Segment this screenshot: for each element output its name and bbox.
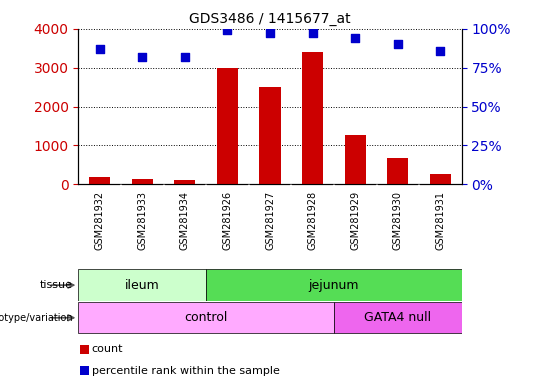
Text: GSM281927: GSM281927 xyxy=(265,191,275,250)
Point xyxy=(266,30,274,36)
Bar xyxy=(430,174,451,184)
Bar xyxy=(387,158,408,184)
Text: tissue: tissue xyxy=(40,280,73,290)
Bar xyxy=(217,68,238,184)
Title: GDS3486 / 1415677_at: GDS3486 / 1415677_at xyxy=(189,12,351,26)
Text: GSM281931: GSM281931 xyxy=(435,191,445,250)
Text: GSM281929: GSM281929 xyxy=(350,191,360,250)
Text: ileum: ileum xyxy=(125,279,160,291)
Point xyxy=(95,46,104,52)
Bar xyxy=(345,134,366,184)
Bar xyxy=(334,302,462,333)
Point xyxy=(436,48,445,54)
Bar xyxy=(174,180,195,184)
Point xyxy=(180,54,189,60)
Bar xyxy=(132,179,153,184)
Bar xyxy=(78,270,206,301)
Point xyxy=(351,35,360,41)
Text: genotype/variation: genotype/variation xyxy=(0,313,73,323)
Text: GSM281932: GSM281932 xyxy=(94,191,105,250)
Bar xyxy=(206,270,462,301)
Bar xyxy=(259,87,281,184)
Text: GSM281934: GSM281934 xyxy=(180,191,190,250)
Point xyxy=(308,30,317,36)
Text: GSM281926: GSM281926 xyxy=(222,191,232,250)
Point xyxy=(138,54,146,60)
Bar xyxy=(78,302,334,333)
Point xyxy=(394,41,402,47)
Text: GSM281930: GSM281930 xyxy=(393,191,403,250)
Text: control: control xyxy=(185,311,228,324)
Text: jejunum: jejunum xyxy=(309,279,359,291)
Point xyxy=(223,27,232,33)
Bar xyxy=(89,177,110,184)
Text: count: count xyxy=(92,344,123,354)
Text: percentile rank within the sample: percentile rank within the sample xyxy=(92,366,280,376)
Text: GSM281933: GSM281933 xyxy=(137,191,147,250)
Text: GATA4 null: GATA4 null xyxy=(364,311,431,324)
Bar xyxy=(302,52,323,184)
Text: GSM281928: GSM281928 xyxy=(308,191,318,250)
